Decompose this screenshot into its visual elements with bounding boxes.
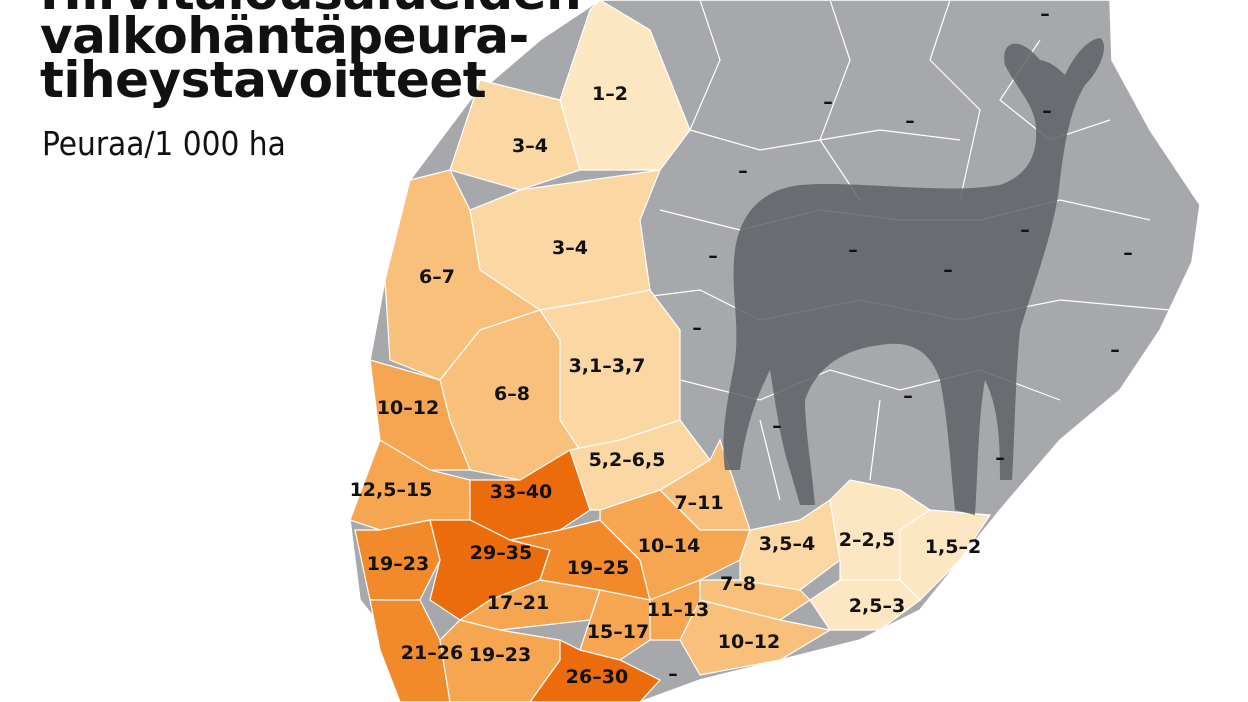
municipal-border	[819, 0, 861, 201]
title-line-1: Hirvitalousalueiden	[40, 0, 582, 17]
municipal-border	[869, 399, 881, 481]
region-label: 26–30	[566, 666, 628, 688]
region-area	[679, 599, 832, 676]
region-label: 1–2	[592, 83, 628, 105]
no-target-label: –	[738, 160, 748, 182]
no-target-label: –	[995, 447, 1005, 469]
density-regions	[349, 0, 992, 702]
region-label: 33–40	[490, 481, 552, 503]
no-target-label: –	[1123, 242, 1133, 264]
region-label: 19–23	[469, 644, 531, 666]
no-target-label: –	[905, 110, 915, 132]
title-line-2: valkohäntäpeura-	[40, 7, 529, 65]
no-target-label: –	[772, 415, 782, 437]
region-label: 11–13	[647, 599, 709, 621]
region-area	[739, 498, 841, 591]
no-target-label: –	[692, 317, 702, 339]
region-label: 7–11	[674, 492, 723, 514]
region-label: 29–35	[470, 542, 532, 564]
subtitle: Peuraa/1 000 ha	[42, 124, 286, 163]
no-target-label: –	[1110, 339, 1120, 361]
deer-silhouette	[723, 38, 1105, 515]
region-label: 10–12	[718, 631, 780, 653]
no-target-label: –	[1042, 100, 1052, 122]
region-label: 2,5–3	[849, 595, 905, 617]
region-label: 3–4	[552, 237, 588, 259]
region-label: 2–2,5	[839, 529, 895, 551]
region-label: 10–14	[638, 535, 700, 557]
region-label: 21–26	[401, 642, 463, 664]
region-area	[599, 489, 751, 601]
region-label: 19–25	[567, 557, 629, 579]
region-label: 10–12	[377, 397, 439, 419]
region-label: 12,5–15	[350, 479, 433, 501]
municipal-border	[689, 0, 721, 131]
no-target-label: –	[708, 245, 718, 267]
municipal-border	[689, 129, 961, 151]
region-label: 6–8	[494, 383, 530, 405]
title-line-3: tiheystavoitteet	[40, 51, 487, 109]
municipal-border	[759, 419, 781, 501]
no-target-label: –	[943, 259, 953, 281]
region-label: 3–4	[512, 135, 548, 157]
region-area	[369, 599, 451, 702]
no-target-label: –	[848, 239, 858, 261]
region-label: 5,2–6,5	[589, 449, 666, 471]
region-label: 1,5–2	[925, 536, 981, 558]
region-label: 15–17	[587, 621, 649, 643]
region-area	[529, 639, 661, 702]
no-target-label: –	[668, 663, 678, 685]
region-area	[559, 0, 691, 171]
region-labels: 1–2 3–4 3–4 6–7 6–8 3,1–3,7 10–12 12,5–15 33–40 5…	[350, 0, 1133, 688]
region-label: 3,5–4	[759, 533, 815, 555]
region-label: 6–7	[419, 266, 455, 288]
no-target-label: –	[823, 91, 833, 113]
region-label: 19–23	[367, 553, 429, 575]
municipal-border	[929, 0, 981, 201]
region-label: 17–21	[487, 592, 549, 614]
no-target-label: –	[1020, 219, 1030, 241]
region-label: 7–8	[720, 573, 756, 595]
no-target-label: –	[1040, 3, 1050, 25]
region-label: 3,1–3,7	[569, 355, 646, 377]
no-target-label: –	[730, 0, 740, 5]
no-target-label: –	[903, 385, 913, 407]
